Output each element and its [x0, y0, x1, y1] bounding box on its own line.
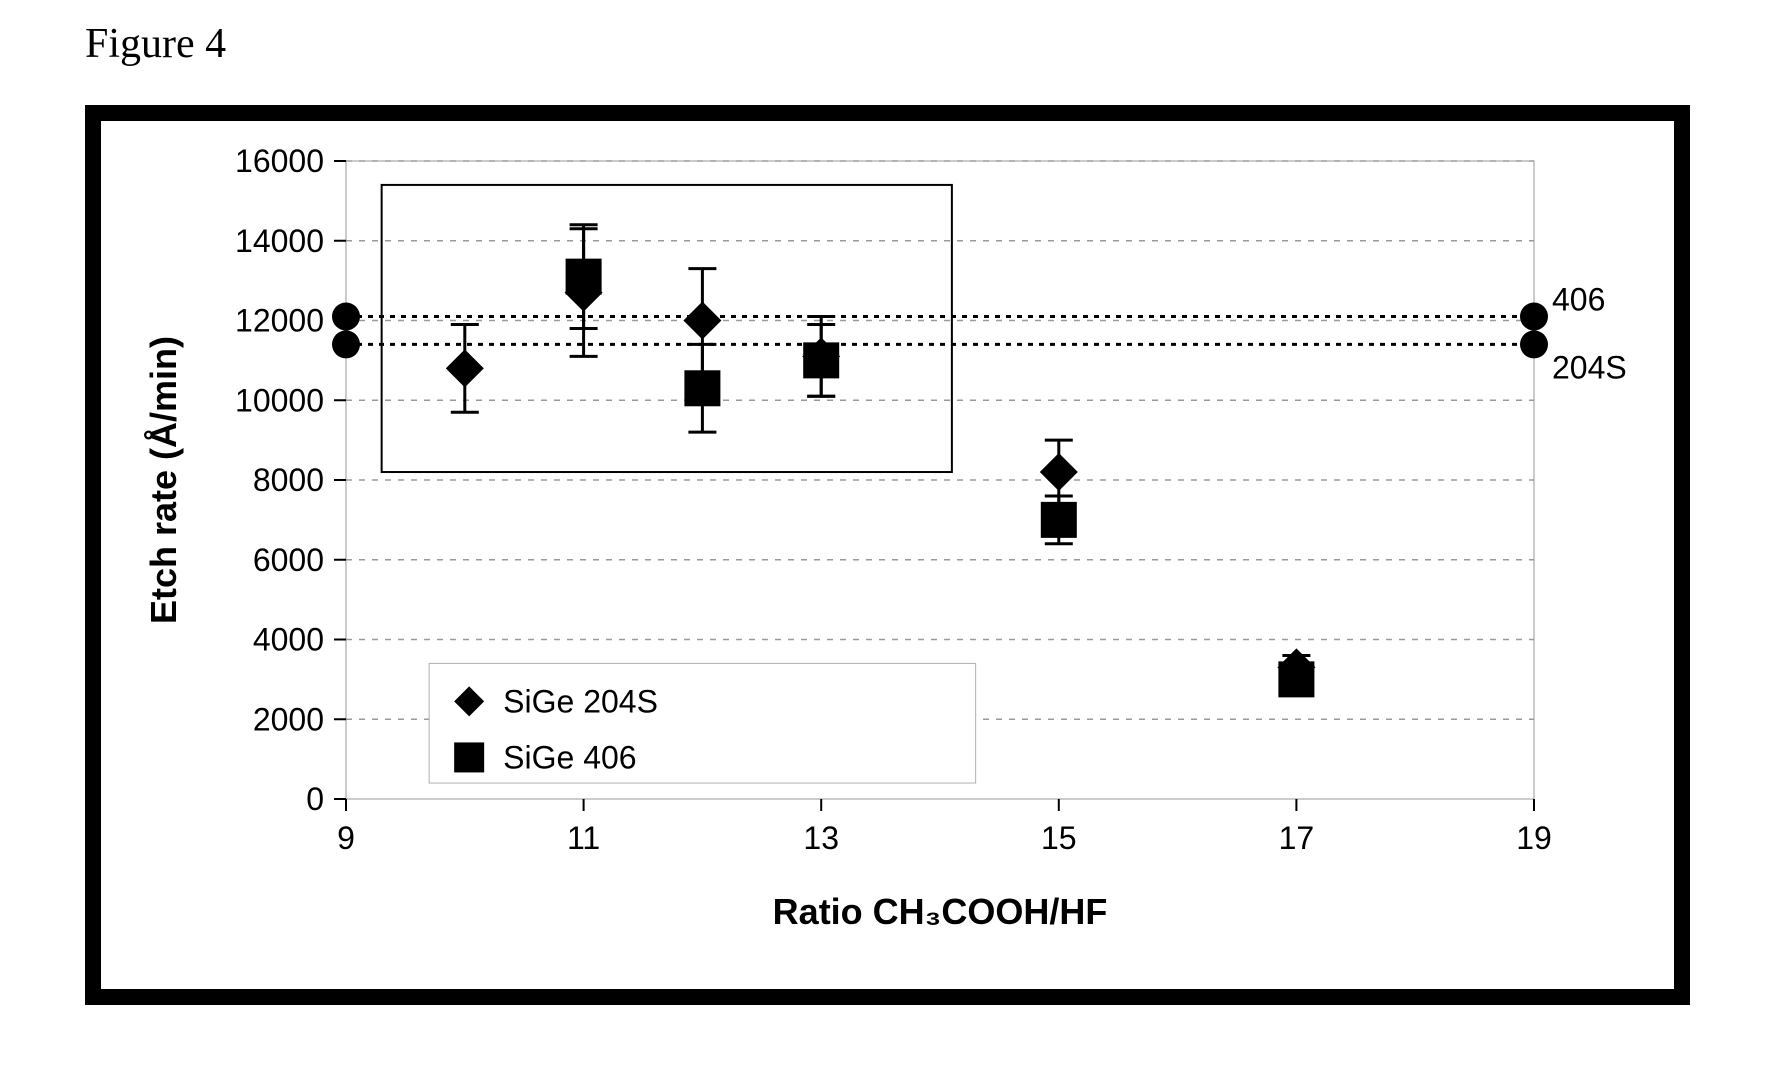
reference-label: 204S — [1552, 349, 1627, 385]
x-tick-label: 17 — [1279, 820, 1315, 856]
square-marker — [684, 370, 720, 406]
square-marker — [803, 342, 839, 378]
reference-endpoint — [332, 303, 360, 331]
y-tick-label: 16000 — [235, 143, 324, 179]
x-tick-label: 13 — [803, 820, 839, 856]
reference-endpoint — [1520, 303, 1548, 331]
reference-endpoint — [1520, 330, 1548, 358]
y-tick-label: 0 — [306, 781, 324, 817]
x-tick-label: 19 — [1516, 820, 1552, 856]
page: Figure 4 9 11 13 15 17 19 0 2000 4000 6000 8000 100… — [0, 0, 1784, 1071]
legend-item-label: SiGe 204S — [503, 683, 658, 719]
y-tick-label: 14000 — [235, 223, 324, 259]
y-tick-label: 10000 — [235, 382, 324, 418]
reference-endpoint — [332, 330, 360, 358]
x-tick-label: 11 — [567, 820, 600, 856]
reference-label: 406 — [1552, 282, 1605, 318]
figure-caption: Figure 4 — [85, 20, 226, 68]
y-tick-label: 12000 — [235, 303, 324, 339]
square-marker — [1041, 502, 1077, 538]
chart-container: 9 11 13 15 17 19 0 2000 4000 6000 8000 10000 12000 14… — [101, 121, 1674, 989]
x-tick-label: 9 — [337, 820, 355, 856]
square-marker — [454, 742, 484, 772]
y-tick-label: 8000 — [253, 462, 324, 498]
y-tick-label: 6000 — [253, 542, 324, 578]
square-marker — [566, 259, 602, 295]
chart-svg: 9 11 13 15 17 19 0 2000 4000 6000 8000 10000 12000 14… — [101, 121, 1674, 989]
square-marker — [1278, 661, 1314, 697]
chart-outer-frame: 9 11 13 15 17 19 0 2000 4000 6000 8000 10000 12000 14… — [85, 105, 1690, 1005]
x-axis-label: Ratio CH₃COOH/HF — [773, 891, 1108, 932]
y-tick-label: 4000 — [253, 622, 324, 658]
y-axis-label: Etch rate (Å/min) — [143, 336, 184, 624]
y-tick-label: 2000 — [253, 701, 324, 737]
x-tick-label: 15 — [1041, 820, 1077, 856]
legend-item-label: SiGe 406 — [503, 739, 636, 775]
